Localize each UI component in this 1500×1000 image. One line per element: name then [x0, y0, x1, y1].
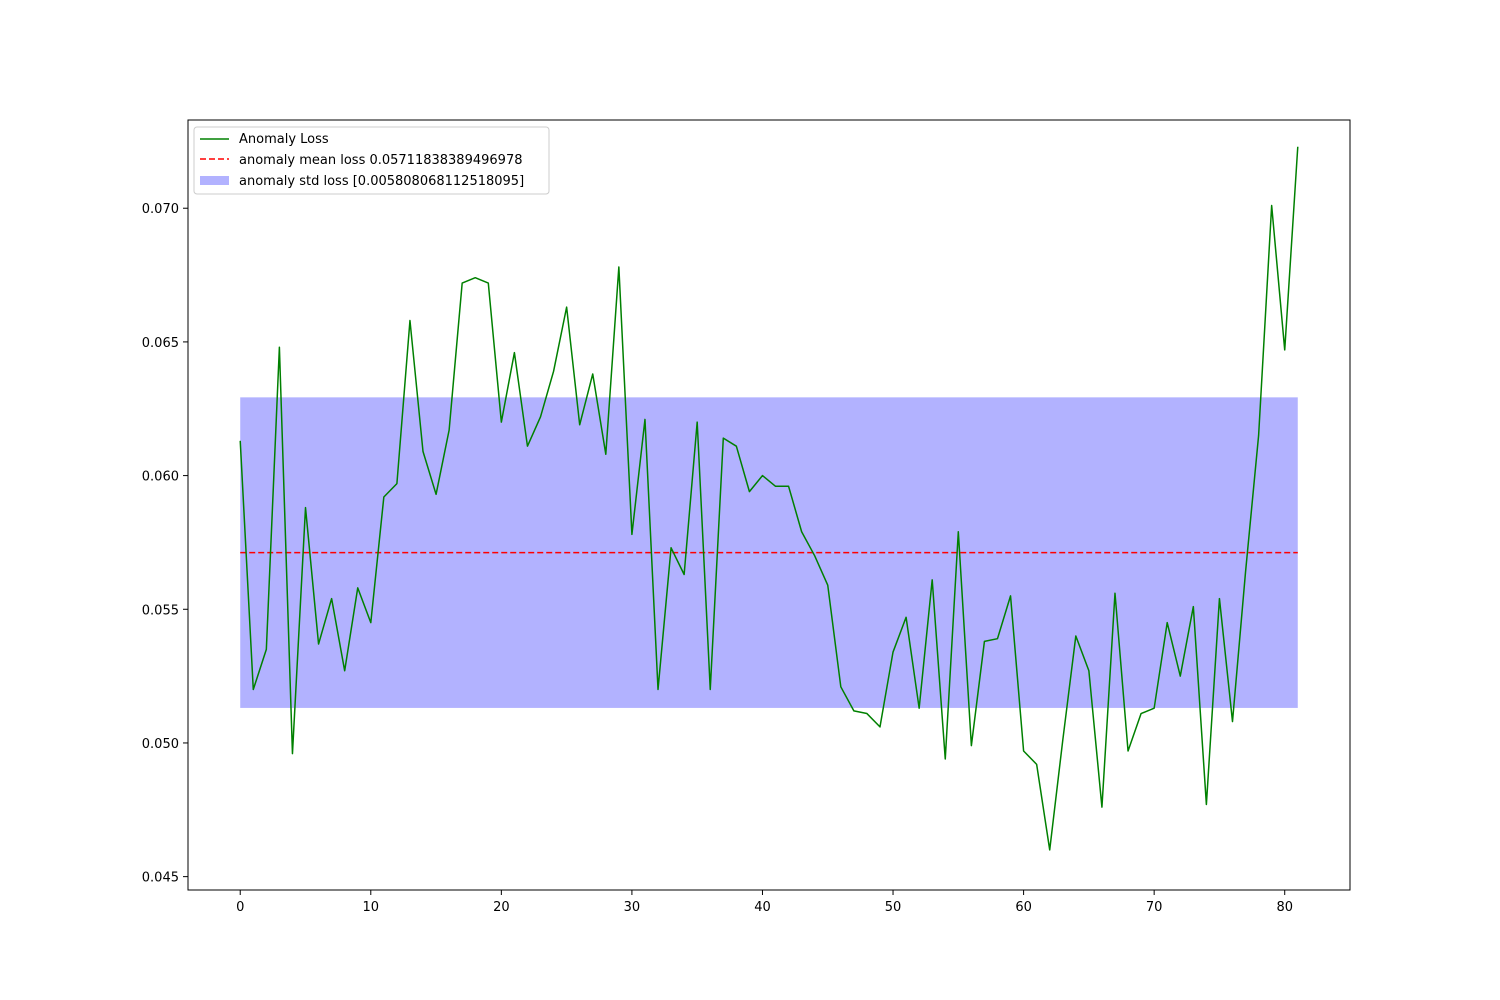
- legend-patch-std-loss: [200, 176, 229, 185]
- axes: 0 10 20 30 40 50 60 70 80 0.045 0.050 0.055 0.060 0.0…: [142, 119, 1351, 915]
- plot-area: [239, 146, 1299, 851]
- x-tick-label: 60: [1015, 900, 1032, 915]
- legend-box: [193, 126, 550, 195]
- legend-label-std-loss: anomaly std loss [0.005808068112518095]: [239, 174, 524, 189]
- y-tick-label: 0.060: [142, 470, 179, 485]
- x-tick-label: 80: [1276, 900, 1293, 915]
- y-tick-label: 0.050: [142, 737, 179, 752]
- y-tick-label: 0.065: [142, 336, 179, 351]
- loss-series-line: [239, 146, 1299, 851]
- legend-label-anomaly-loss: Anomaly Loss: [239, 132, 329, 147]
- x-tick-label: 70: [1146, 900, 1163, 915]
- x-tick-label: 10: [363, 900, 380, 915]
- legend-label-mean-loss: anomaly mean loss 0.05711838389496978: [239, 153, 522, 168]
- x-tick-label: 50: [885, 900, 902, 915]
- x-tick-label: 0: [236, 900, 244, 915]
- y-tick-label: 0.045: [142, 871, 179, 886]
- x-tick-label: 30: [624, 900, 641, 915]
- legend: Anomaly Loss anomaly mean loss 0.0571183…: [193, 126, 550, 195]
- y-tick-label: 0.055: [142, 603, 179, 618]
- x-tick-label: 20: [493, 900, 510, 915]
- axes-frame: [187, 119, 1351, 891]
- y-tick-label: 0.070: [142, 202, 179, 217]
- x-tick-label: 40: [754, 900, 771, 915]
